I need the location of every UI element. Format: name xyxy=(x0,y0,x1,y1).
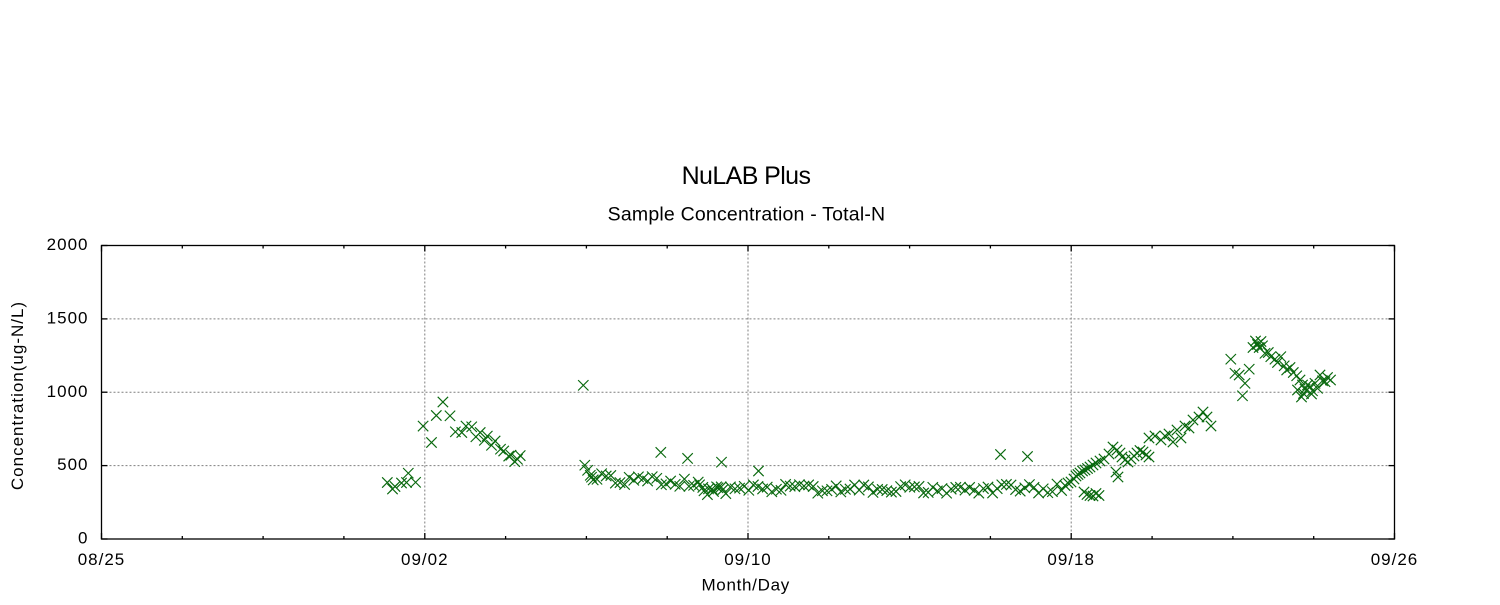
svg-text:1500: 1500 xyxy=(47,308,89,327)
svg-text:09/18: 09/18 xyxy=(1047,550,1095,569)
svg-text:500: 500 xyxy=(57,455,88,474)
svg-text:2000: 2000 xyxy=(47,235,89,254)
svg-text:08/25: 08/25 xyxy=(78,550,126,569)
svg-text:09/10: 09/10 xyxy=(724,550,772,569)
svg-text:1000: 1000 xyxy=(47,382,89,401)
svg-text:09/26: 09/26 xyxy=(1371,550,1419,569)
svg-text:NuLAB Plus: NuLAB Plus xyxy=(682,162,811,190)
svg-text:Concentration(ug-N/L): Concentration(ug-N/L) xyxy=(8,301,27,490)
svg-text:0: 0 xyxy=(78,529,88,548)
svg-text:Sample Concentration - Total-N: Sample Concentration - Total-N xyxy=(608,204,886,226)
svg-text:09/02: 09/02 xyxy=(401,550,449,569)
svg-text:Month/Day: Month/Day xyxy=(701,576,790,595)
